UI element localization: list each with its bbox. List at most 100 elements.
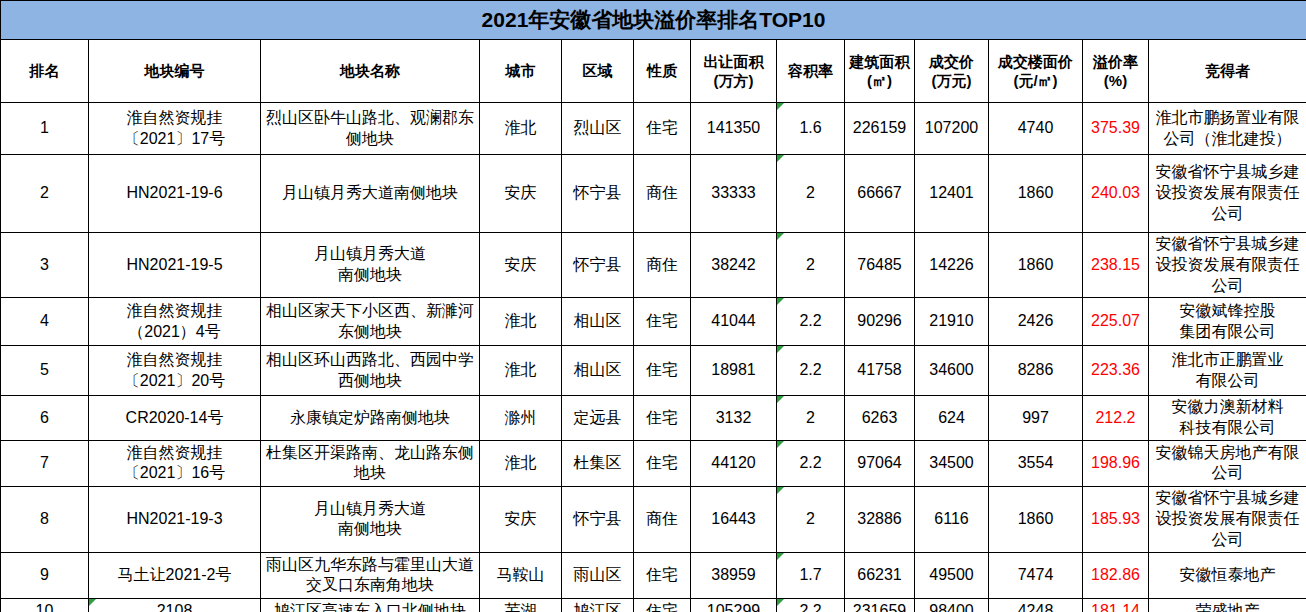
cell-name: 烈山区卧牛山路北、观澜郡东 侧地块 [261,103,480,155]
cell-area: 33333 [691,155,777,233]
cell-type: 商住 [634,486,691,552]
title-row: 2021年安徽省地块溢价率排名TOP10 [1,1,1306,40]
cell-type: 商住 [634,233,691,298]
table-row: 102108鸠江区高速东入口北侧地块芜湖鸠江区住宅1052992.2231659… [1,598,1306,612]
cell-build_area: 41758 [845,346,915,396]
cell-premium: 212.2 [1083,396,1149,441]
cell-build_area: 32886 [845,486,915,552]
cell-code: 淮自然资规挂 〔2021〕20号 [89,346,261,396]
cell-area: 41044 [691,298,777,346]
cell-floor_price: 1860 [989,155,1083,233]
cell-plot_ratio: 2.2 [777,598,845,612]
cell-price: 98400 [915,598,989,612]
cell-price: 107200 [915,103,989,155]
column-header-plot_ratio: 容积率 [777,40,845,103]
cell-district: 烈山区 [562,103,634,155]
table-row: 9马土让2021-2号雨山区九华东路与霍里山大道 交叉口东南角地块马鞍山雨山区住… [1,552,1306,598]
cell-area: 105299 [691,598,777,612]
column-header-code: 地块编号 [89,40,261,103]
text-as-number-indicator-icon [777,298,784,305]
column-header-price: 成交价 (万元) [915,40,989,103]
cell-build_area: 66667 [845,155,915,233]
cell-city: 淮北 [480,440,562,486]
cell-type: 住宅 [634,396,691,441]
cell-rank: 10 [1,598,89,612]
cell-code: HN2021-19-5 [89,233,261,298]
cell-premium: 240.03 [1083,155,1149,233]
column-header-floor_price: 成交楼面价 (元/㎡) [989,40,1083,103]
cell-name: 月山镇月秀大道 南侧地块 [261,486,480,552]
cell-premium: 238.15 [1083,233,1149,298]
cell-rank: 5 [1,346,89,396]
cell-district: 怀宁县 [562,233,634,298]
cell-build_area: 97064 [845,440,915,486]
cell-winner: 安徽省怀宁县城乡建 设投资发展有限责任 公司 [1149,233,1306,298]
cell-floor_price: 7474 [989,552,1083,598]
cell-price: 12401 [915,155,989,233]
cell-floor_price: 1860 [989,233,1083,298]
cell-premium: 375.39 [1083,103,1149,155]
cell-rank: 7 [1,440,89,486]
cell-price: 14226 [915,233,989,298]
cell-plot_ratio: 1.7 [777,552,845,598]
table-row: 3HN2021-19-5月山镇月秀大道 南侧地块安庆怀宁县商住382422764… [1,233,1306,298]
cell-district: 定远县 [562,396,634,441]
text-as-number-indicator-icon [777,396,784,403]
cell-plot_ratio: 2 [777,396,845,441]
cell-floor_price: 1860 [989,486,1083,552]
table-row: 5淮自然资规挂 〔2021〕20号相山区环山西路北、西园中学 西侧地块淮北相山区… [1,346,1306,396]
cell-price: 21910 [915,298,989,346]
cell-winner: 淮北市鹏扬置业有限 公司（淮北建投） [1149,103,1306,155]
cell-name: 月山镇月秀大道南侧地块 [261,155,480,233]
cell-premium: 225.07 [1083,298,1149,346]
cell-rank: 9 [1,552,89,598]
cell-rank: 4 [1,298,89,346]
cell-type: 住宅 [634,440,691,486]
cell-floor_price: 997 [989,396,1083,441]
cell-build_area: 6263 [845,396,915,441]
cell-district: 相山区 [562,298,634,346]
cell-rank: 8 [1,486,89,552]
column-header-build_area: 建筑面积 (㎡) [845,40,915,103]
cell-city: 淮北 [480,298,562,346]
cell-premium: 185.93 [1083,486,1149,552]
cell-name: 杜集区开渠路南、龙山路东侧 地块 [261,440,480,486]
cell-rank: 2 [1,155,89,233]
cell-code: 淮自然资规挂 （2021）4号 [89,298,261,346]
cell-type: 商住 [634,155,691,233]
cell-build_area: 231659 [845,598,915,612]
cell-plot_ratio: 2.2 [777,298,845,346]
table-body: 1淮自然资规挂 〔2021〕17号烈山区卧牛山路北、观澜郡东 侧地块淮北烈山区住… [1,103,1306,612]
text-as-number-indicator-icon [777,599,784,606]
cell-price: 34500 [915,440,989,486]
cell-city: 滁州 [480,396,562,441]
cell-build_area: 226159 [845,103,915,155]
column-header-type: 性质 [634,40,691,103]
text-as-number-indicator-icon [777,155,784,162]
cell-name: 鸠江区高速东入口北侧地块 [261,598,480,612]
cell-build_area: 90296 [845,298,915,346]
cell-floor_price: 3554 [989,440,1083,486]
cell-name: 永康镇定炉路南侧地块 [261,396,480,441]
cell-city: 安庆 [480,233,562,298]
text-as-number-indicator-icon [777,487,784,494]
cell-plot_ratio: 2 [777,233,845,298]
text-as-number-indicator-icon [777,346,784,353]
cell-code: 淮自然资规挂 〔2021〕16号 [89,440,261,486]
cell-area: 3132 [691,396,777,441]
column-header-area: 出让面积 (万方) [691,40,777,103]
cell-district: 杜集区 [562,440,634,486]
cell-area: 141350 [691,103,777,155]
cell-area: 18981 [691,346,777,396]
cell-city: 芜湖 [480,598,562,612]
land-premium-ranking-table: 2021年安徽省地块溢价率排名TOP10 排名地块编号地块名称城市区域性质出让面… [0,0,1306,612]
cell-district: 相山区 [562,346,634,396]
table-row: 2HN2021-19-6月山镇月秀大道南侧地块安庆怀宁县商住3333326666… [1,155,1306,233]
cell-city: 安庆 [480,486,562,552]
cell-name: 相山区环山西路北、西园中学 西侧地块 [261,346,480,396]
cell-winner: 安徽力澳新材料 科技有限公司 [1149,396,1306,441]
cell-plot_ratio: 2.2 [777,440,845,486]
cell-type: 住宅 [634,346,691,396]
cell-floor_price: 8286 [989,346,1083,396]
cell-code: CR2020-14号 [89,396,261,441]
